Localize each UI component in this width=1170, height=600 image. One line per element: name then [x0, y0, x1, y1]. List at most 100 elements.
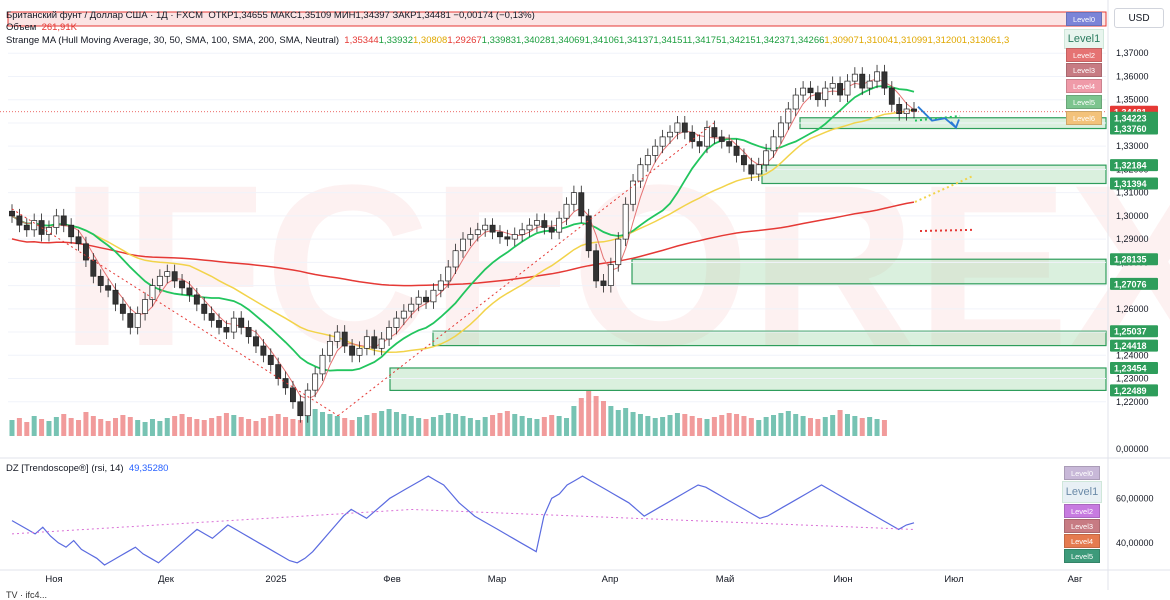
- projection-arrowhead: [950, 119, 960, 130]
- volume-bar: [46, 421, 52, 436]
- ma-indicator-label[interactable]: Strange MA (Hull Moving Average, 30, 50,…: [6, 35, 340, 46]
- volume-bar: [297, 420, 303, 436]
- currency-label: USD: [1128, 12, 1150, 24]
- volume-bar: [719, 415, 725, 436]
- x-tick-label: Дек: [158, 574, 175, 585]
- volume-bar: [482, 417, 488, 436]
- candle: [38, 213, 45, 242]
- volume-bar: [460, 416, 466, 436]
- candle: [245, 320, 252, 344]
- candle: [615, 232, 622, 272]
- volume-bar: [734, 414, 740, 436]
- candle: [326, 334, 333, 363]
- rsi-panel: 60,00000 40,00000: [0, 457, 1170, 566]
- x-tick-label: Май: [716, 574, 735, 585]
- candle: [474, 222, 481, 242]
- price-tag: 1,27076: [1110, 277, 1158, 290]
- projection-arrow: [917, 106, 957, 129]
- support-zones: [7, 11, 1107, 392]
- volume-bar: [660, 417, 666, 436]
- volume-bar: [201, 420, 207, 436]
- price-tag: 1,24418: [1110, 339, 1158, 352]
- price-tag-label: 1,31394: [1114, 179, 1147, 189]
- level-legend-item: Level1: [1064, 29, 1104, 49]
- candle: [275, 357, 282, 386]
- price-tag-label: 1,32184: [1114, 161, 1147, 171]
- volume-bar: [334, 416, 340, 436]
- price-tag-label: 1,34223: [1114, 113, 1147, 123]
- candle: [460, 232, 466, 258]
- volume-bar: [815, 419, 821, 436]
- volume-bar: [512, 414, 518, 436]
- volume-bar: [379, 411, 385, 436]
- ma-200-line: [11, 201, 915, 287]
- candle: [356, 341, 363, 363]
- price-tag: 1,28135: [1110, 253, 1158, 266]
- candle: [230, 311, 237, 340]
- x-tick-label: Фев: [383, 574, 401, 585]
- volume-axis-label: 0,00000: [1116, 444, 1149, 454]
- candle: [504, 229, 511, 247]
- candle: [511, 227, 518, 247]
- volume-bar: [172, 416, 178, 436]
- level-legend-item: Level0: [1066, 12, 1102, 26]
- volume-bar: [837, 410, 843, 436]
- price-tag: 1,31394: [1110, 177, 1158, 190]
- volume-bar: [564, 418, 570, 436]
- volume-bar: [652, 418, 658, 436]
- volume-bar: [822, 417, 828, 436]
- ma-100-line: [11, 108, 915, 353]
- y-tick-label: 1,30000: [1116, 211, 1149, 221]
- support-zone: [631, 258, 1107, 285]
- rsi-level-legend-item: Level4: [1064, 534, 1100, 548]
- candle: [748, 157, 755, 182]
- volume-bar: [556, 416, 562, 436]
- volume-bar: [142, 422, 148, 436]
- candle: [393, 311, 400, 335]
- rsi-level-legend-item: Level0: [1064, 466, 1100, 480]
- price-tag: 1,23454: [1110, 361, 1158, 374]
- candle: [400, 304, 407, 326]
- volume-bar: [105, 421, 111, 436]
- ma-value: 1,34237: [755, 35, 791, 46]
- candle: [556, 211, 563, 240]
- candle: [193, 287, 200, 312]
- symbol-title[interactable]: Британский фунт / Доллар США · 1Д · FXCM: [6, 10, 204, 21]
- volume-bar: [763, 417, 769, 436]
- watermark-text: IFCFOREX.com: [60, 137, 1170, 394]
- volume-bar: [852, 416, 858, 436]
- price-tag: 1,32184: [1110, 159, 1158, 172]
- price-tag: 1,22489: [1110, 384, 1158, 397]
- price-tag-label: 1,33760: [1114, 124, 1147, 134]
- ma-value: 1,34175: [687, 35, 722, 46]
- candle: [408, 297, 415, 319]
- ma-value: 1,34028: [516, 35, 551, 46]
- candle: [600, 273, 607, 293]
- volume-bar: [689, 416, 695, 436]
- price-tag: 1,34223: [1110, 111, 1158, 124]
- volume-bar: [61, 414, 67, 436]
- volume-label[interactable]: Объем: [6, 22, 37, 33]
- y-tick-label: 1,35000: [1116, 95, 1149, 105]
- volume-bar: [342, 418, 348, 436]
- rsi-indicator-label[interactable]: DZ [Trendoscope®] (rsi, 14): [6, 463, 124, 474]
- volume-bar: [578, 398, 584, 436]
- candle: [297, 394, 304, 423]
- volume-bar: [268, 416, 274, 436]
- volume-bar: [445, 413, 451, 436]
- candle: [119, 297, 126, 321]
- volume-bar: [807, 418, 813, 436]
- volume-bar: [600, 401, 606, 436]
- candle: [874, 64, 880, 89]
- volume-bar: [726, 413, 732, 436]
- ma-value: 1,30907: [824, 35, 859, 46]
- candle: [445, 260, 452, 288]
- candle: [9, 204, 15, 223]
- price-tag-label: 1,27076: [1114, 279, 1147, 289]
- volume-bar: [859, 418, 865, 436]
- volume-bar: [430, 417, 436, 436]
- currency-button[interactable]: USD: [1114, 8, 1164, 28]
- volume-bar: [76, 420, 82, 436]
- candle: [526, 218, 533, 237]
